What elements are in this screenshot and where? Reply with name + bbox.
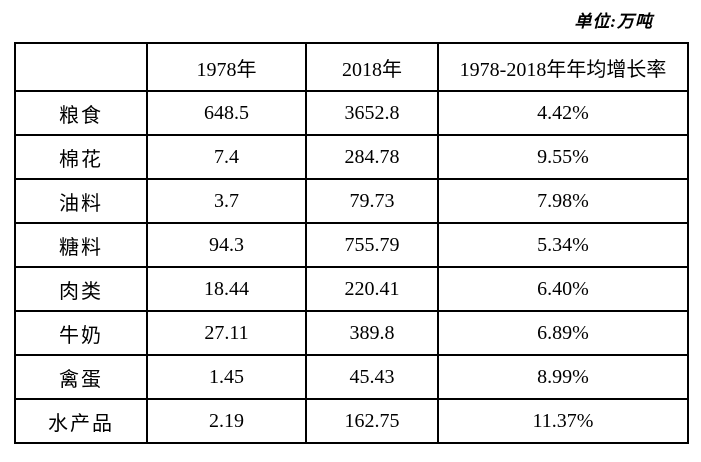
table-row: 粮食 648.5 3652.8 4.42% (14, 90, 689, 136)
table-row: 肉类 18.44 220.41 6.40% (14, 266, 689, 312)
table-row: 水产品 2.19 162.75 11.37% (14, 398, 689, 444)
value-cell-2018: 755.79 (305, 222, 439, 268)
header-cell-category (14, 42, 148, 92)
value-cell-1978: 18.44 (146, 266, 307, 312)
unit-label: 单位:万吨 (574, 12, 653, 31)
header-row: 1978年 2018年 1978-2018年年均增长率 (14, 42, 689, 92)
value-cell-2018: 220.41 (305, 266, 439, 312)
value-cell-growth: 7.98% (437, 178, 689, 224)
value-cell-2018: 284.78 (305, 134, 439, 180)
value-cell-growth: 11.37% (437, 398, 689, 444)
category-cell: 粮食 (14, 90, 148, 136)
value-cell-1978: 2.19 (146, 398, 307, 444)
category-cell: 棉花 (14, 134, 148, 180)
category-cell: 牛奶 (14, 310, 148, 356)
category-cell: 糖料 (14, 222, 148, 268)
value-cell-2018: 45.43 (305, 354, 439, 400)
value-cell-1978: 94.3 (146, 222, 307, 268)
value-cell-growth: 8.99% (437, 354, 689, 400)
table-row: 油料 3.7 79.73 7.98% (14, 178, 689, 224)
category-cell: 肉类 (14, 266, 148, 312)
value-cell-2018: 162.75 (305, 398, 439, 444)
value-cell-growth: 6.40% (437, 266, 689, 312)
table-row: 棉花 7.4 284.78 9.55% (14, 134, 689, 180)
value-cell-2018: 389.8 (305, 310, 439, 356)
category-cell: 禽蛋 (14, 354, 148, 400)
table-row: 牛奶 27.11 389.8 6.89% (14, 310, 689, 356)
value-cell-2018: 3652.8 (305, 90, 439, 136)
table-row: 禽蛋 1.45 45.43 8.99% (14, 354, 689, 400)
value-cell-1978: 1.45 (146, 354, 307, 400)
value-cell-1978: 27.11 (146, 310, 307, 356)
category-cell: 水产品 (14, 398, 148, 444)
value-cell-1978: 648.5 (146, 90, 307, 136)
header-cell-2018: 2018年 (305, 42, 439, 92)
table-row: 糖料 94.3 755.79 5.34% (14, 222, 689, 268)
statistics-table: 1978年 2018年 1978-2018年年均增长率 粮食 648.5 365… (14, 42, 689, 444)
value-cell-growth: 9.55% (437, 134, 689, 180)
value-cell-1978: 7.4 (146, 134, 307, 180)
value-cell-1978: 3.7 (146, 178, 307, 224)
header-cell-growth: 1978-2018年年均增长率 (437, 42, 689, 92)
value-cell-growth: 5.34% (437, 222, 689, 268)
value-cell-2018: 79.73 (305, 178, 439, 224)
category-cell: 油料 (14, 178, 148, 224)
value-cell-growth: 4.42% (437, 90, 689, 136)
header-cell-1978: 1978年 (146, 42, 307, 92)
value-cell-growth: 6.89% (437, 310, 689, 356)
